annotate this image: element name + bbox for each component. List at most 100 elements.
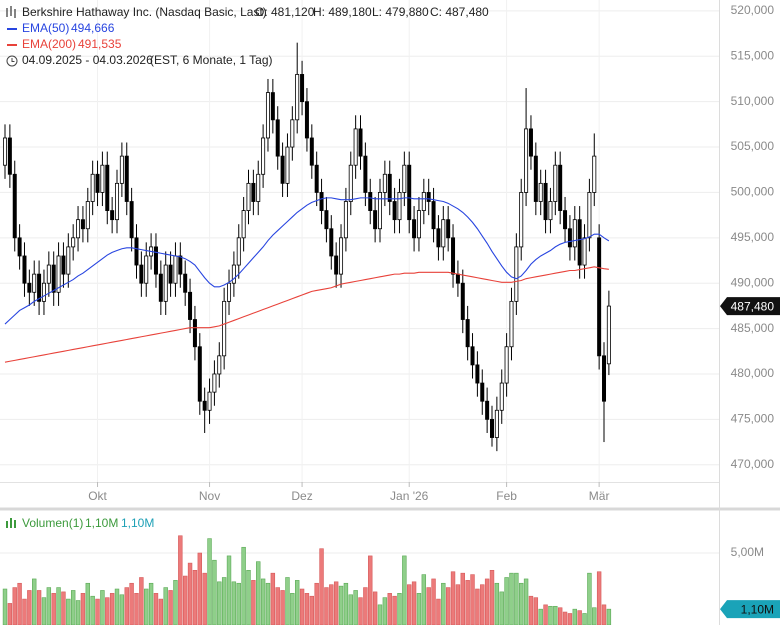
volume-bar (421, 574, 427, 625)
volume-bar (192, 569, 198, 625)
volume-bar (168, 590, 173, 625)
volume-bar (2, 588, 8, 625)
candle-body (538, 182, 543, 202)
candle-body (436, 228, 441, 248)
candle-body (431, 201, 436, 230)
volume-bar (12, 587, 17, 625)
volume-bar (197, 552, 202, 625)
candle-body (387, 173, 392, 202)
volume-bar (158, 598, 164, 625)
x-tick-label: Dez (291, 489, 312, 503)
candle-body (168, 264, 173, 284)
volume-bar (187, 562, 193, 625)
candle-body (480, 382, 485, 402)
volume-bar (148, 582, 154, 625)
candle-body (587, 192, 592, 239)
header: Berkshire Hathaway Inc. (Nasdaq Basic, L… (6, 5, 489, 530)
volume-bar (333, 581, 339, 625)
volume-bar (85, 582, 90, 625)
volume-bar (280, 590, 285, 625)
volume-bar (70, 590, 76, 625)
candle-body (309, 137, 314, 166)
candle-body (524, 128, 529, 193)
volume-bar (582, 613, 587, 625)
candle-body (17, 237, 22, 257)
volume-bar (256, 561, 261, 625)
volume-bar (114, 588, 120, 625)
legend-value: 491,535 (78, 37, 122, 51)
candle-body (407, 164, 412, 221)
candle-body (514, 246, 519, 302)
chart-icon (6, 6, 16, 18)
volume-bar (514, 572, 519, 625)
candle-body (173, 255, 178, 284)
candle-body (455, 273, 460, 284)
volume-bar (480, 584, 485, 625)
candle-body (188, 291, 193, 320)
volume-bar (182, 575, 188, 625)
volume-bar (124, 587, 129, 625)
volume-bar (411, 581, 417, 625)
candle-body (66, 246, 71, 275)
candle-body (222, 300, 227, 357)
volume-bar (236, 582, 241, 625)
candle-body (324, 210, 329, 230)
candle-body (402, 164, 407, 193)
candle-body (363, 155, 368, 193)
period-note: (EST, 6 Monate, 1 Tag) (150, 53, 273, 67)
volume-bar (46, 587, 52, 625)
volume-bar (109, 593, 115, 625)
candle-body (329, 228, 334, 257)
candle-body (519, 192, 524, 248)
volume-bar (353, 590, 358, 625)
volume-bar (553, 605, 558, 625)
volume-bar (460, 572, 465, 625)
candle-body (144, 255, 149, 284)
volume-bar (309, 595, 315, 625)
volume-bar (51, 593, 56, 625)
candle-body (334, 255, 339, 275)
candle-body (129, 201, 134, 239)
y-tick-label: 485,000 (731, 321, 775, 335)
volume-bar (402, 555, 407, 625)
x-tick-label: Mär (589, 489, 610, 503)
volume-bar (363, 587, 368, 625)
volume-bar (207, 538, 212, 625)
volume-bar (119, 594, 125, 625)
volume-bar (226, 555, 232, 625)
x-tick-label: Feb (496, 489, 517, 503)
volume-bar (465, 580, 470, 625)
candle-body (397, 192, 402, 221)
candle-body (265, 92, 270, 139)
candle-body (207, 391, 212, 411)
y-tick-label: 495,000 (731, 230, 775, 244)
volume-bar (90, 595, 95, 625)
volume-bar (338, 585, 344, 625)
candle-body (32, 273, 37, 293)
last-volume-tag (720, 600, 780, 619)
candle-body (358, 128, 363, 157)
candle-body (343, 201, 348, 239)
ohlc-high: H: 489,180 (313, 5, 372, 19)
volume-bar (329, 584, 334, 625)
volume-bar (504, 577, 509, 625)
candle-body (71, 237, 76, 248)
candle-body (377, 192, 382, 230)
candle-body (373, 210, 378, 230)
volume-bar (173, 580, 178, 625)
candle-body (382, 173, 387, 193)
candle-body (115, 182, 120, 221)
candle-body (197, 346, 202, 402)
volume-bar (445, 587, 451, 625)
candle-body (134, 237, 139, 266)
volume-bar (348, 594, 353, 625)
candle-body (85, 201, 90, 230)
ohlc-low: L: 479,880 (372, 5, 429, 19)
candle-body (509, 300, 514, 348)
volume-bar (314, 582, 319, 625)
candle-body (56, 255, 61, 293)
volume-bar (221, 577, 227, 625)
volume-bar (144, 588, 149, 625)
volume-bar (251, 580, 256, 625)
volume-bar (231, 581, 237, 625)
